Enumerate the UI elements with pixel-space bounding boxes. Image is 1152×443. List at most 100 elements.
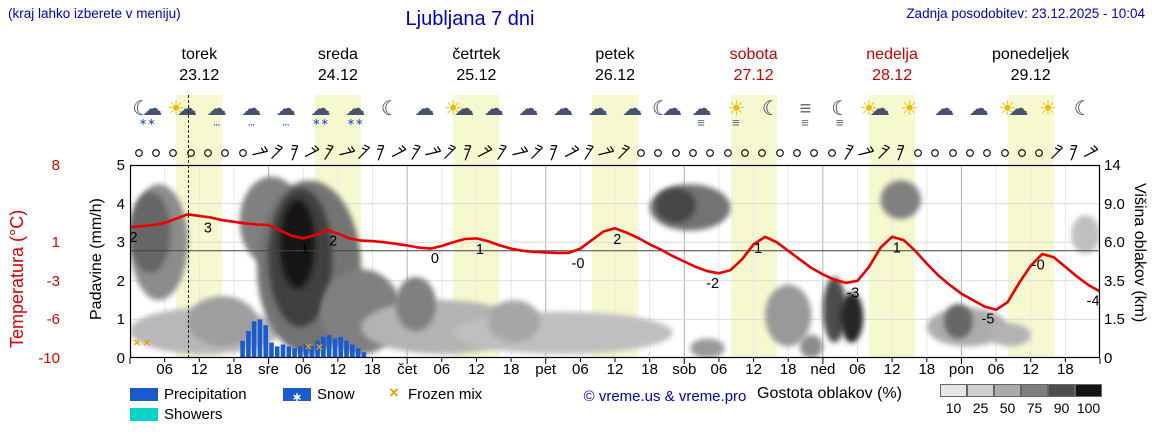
day-name: sreda: [317, 46, 358, 63]
day-header: petek 26.12: [550, 46, 680, 84]
showers-swatch: [130, 408, 158, 421]
axis-tick-label: 3.5: [1104, 272, 1125, 290]
temperature-value-label: 2: [613, 232, 621, 248]
axis-tick-label: 4: [116, 195, 125, 213]
wind-barb-icon: [338, 146, 355, 156]
axis-tick-label: -3: [46, 272, 60, 290]
cloud-density-label: Gostota oblakov (%): [757, 385, 902, 402]
x-tick-label: 18: [779, 361, 797, 378]
x-tick-label: 12: [468, 361, 485, 378]
x-tick-label: čet: [397, 361, 418, 378]
cloud-density-tick: 50: [999, 400, 1016, 416]
day-header: sreda 24.12: [273, 46, 403, 84]
precip-bar: [338, 336, 343, 358]
axis-tick-label: 3: [116, 234, 125, 252]
x-tick-label: 06: [156, 361, 173, 378]
day-header: četrtek 25.12: [411, 46, 541, 84]
wind-barb-icon: [411, 144, 421, 160]
sun-icon: ☀: [900, 98, 919, 120]
temperature-value-label: 1: [476, 242, 484, 258]
moon-snow-icon: ☾☁ ∗∗: [132, 98, 163, 128]
wind-calm-icon: [1035, 149, 1044, 157]
wind-barb-icon: [425, 146, 442, 156]
wind-calm-icon: [186, 149, 195, 157]
precip-axis-label: Padavine (mm/h): [88, 198, 105, 320]
x-tick-label: 06: [433, 361, 451, 378]
snow-icon: ☁ ∗∗: [310, 98, 331, 128]
wind-calm-icon: [134, 149, 143, 157]
x-tick-label: 12: [329, 361, 347, 378]
x-tick-label: 06: [294, 361, 312, 378]
frozen-mix-mark: ×: [133, 336, 140, 350]
x-tick-label: 06: [987, 361, 1005, 378]
day-date: 24.12: [317, 67, 358, 84]
part-sun-icon: ☀☁: [859, 98, 890, 120]
rain-icon: ☁ ‚‚‚: [206, 98, 227, 128]
wind-calm-icon: [689, 149, 697, 157]
x-tick-label: pet: [535, 361, 557, 378]
wind-barb-icon: [617, 144, 630, 159]
wind-calm-icon: [654, 149, 663, 157]
temperature-value-label: -4: [1087, 293, 1100, 309]
wind-barb-icon: [1070, 145, 1078, 161]
wind-barb-icon: [391, 145, 406, 158]
cloud-area: [130, 192, 171, 274]
wind-barb-icon: [598, 146, 615, 156]
precip-bar: [251, 321, 257, 358]
cloud-area: [453, 311, 673, 355]
cloud-area: [840, 292, 864, 343]
cloud-icon: ☁: [518, 98, 539, 120]
wind-barb-icon: [877, 144, 890, 159]
x-tick-label: 06: [849, 361, 866, 378]
cloud-density-tick: 90: [1053, 400, 1070, 416]
cloud-density-swatch: [1048, 384, 1075, 397]
wind-row: [0, 143, 1152, 163]
wind-calm-icon: [983, 149, 992, 157]
wind-calm-icon: [169, 149, 178, 157]
wind-barb-icon: [444, 144, 457, 159]
wind-barb-icon: [564, 145, 580, 158]
wind-barb-icon: [304, 145, 320, 158]
cloud-area: [1071, 215, 1100, 254]
part-sun-icon: ☀☁: [167, 98, 197, 120]
cloud-area: [944, 303, 973, 339]
wind-calm-icon: [152, 149, 160, 157]
wind-barb-icon: [1084, 145, 1099, 158]
wind-barb-icon: [1050, 144, 1063, 159]
wind-calm-icon: [706, 149, 715, 157]
axis-tick-label: 2: [116, 272, 125, 290]
x-tick-label: sre: [258, 361, 280, 378]
fog-icon: ≡ ≡: [799, 98, 812, 130]
cloud-area: [822, 277, 846, 343]
x-tick-label: 18: [225, 361, 243, 378]
precipitation-swatch: [130, 388, 158, 401]
wind-barb-icon: [324, 144, 334, 160]
wind-barb-icon: [377, 145, 385, 161]
wind-barb-icon: [477, 145, 493, 158]
cloud-area: [187, 296, 257, 347]
wind-barb-icon: [584, 144, 594, 160]
wind-barb-icon: [844, 144, 854, 160]
cloud-density-tick: 25: [972, 400, 989, 416]
x-tick-label: 06: [710, 361, 728, 378]
x-tick-label: 18: [502, 361, 520, 378]
x-tick-label: 12: [745, 361, 762, 378]
axis-tick-label: 0: [1104, 350, 1113, 367]
wind-calm-icon: [758, 149, 767, 157]
wind-barb-icon: [511, 146, 528, 156]
day-name: nedelja: [866, 46, 918, 63]
x-tick-label: pon: [948, 361, 974, 378]
wind-calm-icon: [204, 149, 212, 157]
day-date: 29.12: [1010, 67, 1051, 84]
cloud-area: [488, 300, 540, 343]
rain-icon: ☁ ‚‚‚: [275, 98, 296, 128]
x-tick-label: 12: [883, 361, 901, 378]
cloud-area: [395, 277, 436, 331]
temperature-value-label: -3: [846, 285, 859, 301]
weather-icons-row: ☾☁ ∗∗ ☀☁ ☁ ‚‚‚ ☁ ‚‚‚ ☁ ‚‚‚ ☁ ∗∗ ☁ ∗∗ ☾ ☁ ☀☁ ☁ ☁ ☁ ☁ ☁ ☾☁ ☁ ≡ ☀ ≡ ☾…: [0, 98, 1152, 142]
precipitation-label: Precipitation: [164, 386, 247, 403]
page-title: Ljubljana 7 dni: [405, 8, 535, 30]
copyright-link[interactable]: © vreme.us & vreme.pro: [583, 388, 747, 405]
day-name: petek: [595, 46, 635, 63]
x-tick-label: 12: [190, 361, 208, 378]
